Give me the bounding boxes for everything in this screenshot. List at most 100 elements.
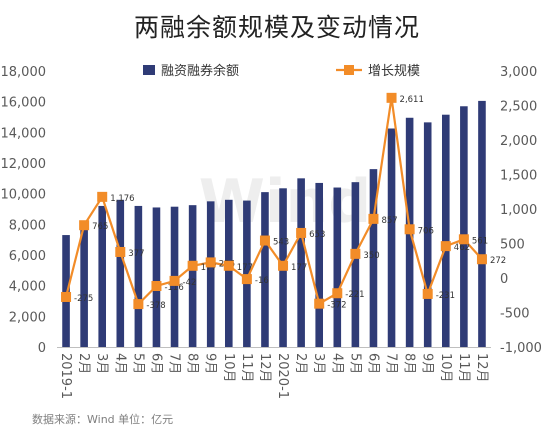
y-left-tick-label: 6,000: [9, 249, 46, 264]
x-tick-label: 12月: [257, 353, 272, 383]
bar: [387, 128, 396, 347]
line-marker: [278, 260, 289, 271]
x-tick-label: 6月: [365, 353, 380, 374]
y-right-tick-label: 2,500: [500, 100, 537, 115]
y-right-tick-label: 1,000: [500, 203, 537, 218]
line-marker: [422, 288, 433, 299]
line-marker: [259, 235, 270, 246]
line-marker: [133, 299, 144, 310]
bar: [351, 182, 360, 347]
bar: [243, 200, 251, 347]
line-marker: [115, 246, 126, 257]
y-right-tick-label: 2,000: [500, 134, 537, 149]
y-left-tick-label: 10,000: [1, 188, 47, 203]
x-tick-label: 5月: [130, 353, 145, 374]
x-tick-label: 11月: [239, 353, 254, 383]
data-label: -231: [436, 291, 455, 301]
x-tick-label: 2019-1: [58, 353, 73, 399]
line-marker: [187, 260, 198, 271]
line-marker: [332, 288, 343, 299]
data-label: 706: [418, 226, 434, 236]
bar: [460, 106, 468, 348]
y-left-tick-label: 14,000: [1, 126, 47, 141]
bar: [134, 205, 143, 347]
data-label: 350: [363, 251, 379, 261]
y-right-tick-label: 500: [500, 238, 525, 253]
data-label: 543: [273, 238, 289, 248]
legend-bar-label: 融资融券余额: [161, 63, 239, 79]
bar: [224, 199, 233, 347]
bar: [315, 182, 324, 347]
x-tick-label: 11月: [456, 353, 471, 383]
line-marker: [169, 275, 180, 286]
bar: [188, 205, 197, 347]
data-label: -16: [255, 276, 269, 286]
bar: [152, 207, 161, 347]
x-tick-label: 2020-1: [275, 353, 290, 399]
data-label: 2,611: [400, 95, 424, 105]
data-label: 653: [309, 230, 325, 240]
data-label: 857: [381, 216, 397, 226]
line-marker: [440, 241, 451, 252]
x-tick-label: 9月: [420, 353, 435, 374]
bar: [116, 199, 125, 347]
x-tick-label: 3月: [311, 353, 326, 374]
chart-title: 两融余额规模及变动情况: [133, 13, 420, 42]
bar: [478, 100, 486, 348]
line-marker: [61, 291, 72, 302]
legend-line-label: 增长规模: [368, 64, 420, 79]
growth-line: [64, 97, 483, 307]
x-tick-label: 9月: [203, 353, 218, 374]
line-marker: [350, 248, 361, 259]
data-label: -275: [74, 294, 93, 304]
line-marker: [404, 224, 415, 235]
line-marker: [151, 281, 162, 292]
x-tick-label: 8月: [402, 353, 417, 374]
data-label: 177: [201, 263, 217, 273]
data-label: -116: [164, 283, 183, 293]
line-marker: [296, 227, 307, 238]
x-tick-label: 7月: [167, 353, 182, 374]
y-right-tick-label: 0: [500, 272, 508, 287]
line-marker: [223, 260, 234, 271]
y-left-tick-label: 16,000: [1, 96, 47, 111]
x-tick-label: 12月: [474, 353, 489, 383]
line-marker: [97, 191, 108, 202]
x-tick-label: 10月: [438, 353, 453, 383]
line-marker: [476, 254, 487, 265]
data-label: -221: [345, 290, 364, 300]
x-tick-label: 8月: [185, 353, 200, 374]
legend-line-marker: [344, 65, 354, 75]
data-label: -372: [327, 301, 346, 311]
x-tick-label: 2月: [76, 353, 91, 374]
bar: [206, 201, 215, 347]
y-right-tick-label: -1,000: [500, 341, 542, 356]
bar: [333, 187, 342, 347]
legend-bar-swatch: [143, 65, 155, 75]
line-marker: [368, 213, 379, 224]
y-left-tick-label: 12,000: [1, 157, 47, 172]
y-left-tick-label: 8,000: [9, 218, 46, 233]
x-tick-label: 6月: [148, 353, 163, 374]
x-tick-label: 2月: [293, 353, 308, 374]
x-tick-label: 7月: [384, 353, 399, 374]
x-tick-label: 4月: [329, 353, 344, 374]
y-left-tick-label: 0: [38, 341, 46, 356]
source-note: 数据来源：Wind 单位：亿元: [32, 413, 174, 426]
y-right-tick-label: 1,500: [500, 169, 537, 184]
line-marker: [205, 257, 216, 268]
data-label: -378: [146, 301, 165, 311]
bar: [62, 235, 70, 347]
data-label: 1,176: [110, 194, 134, 204]
bar: [369, 169, 378, 347]
line-marker: [79, 220, 90, 231]
data-label: -42: [183, 278, 197, 288]
x-tick-label: 5月: [347, 353, 362, 374]
y-right-tick-label: -500: [500, 307, 530, 322]
x-tick-label: 10月: [221, 353, 236, 383]
line-marker: [458, 234, 469, 245]
bar: [98, 205, 107, 347]
x-tick-label: 4月: [112, 353, 127, 374]
line-marker: [314, 298, 325, 309]
y-right-tick-label: 3,000: [500, 65, 537, 80]
